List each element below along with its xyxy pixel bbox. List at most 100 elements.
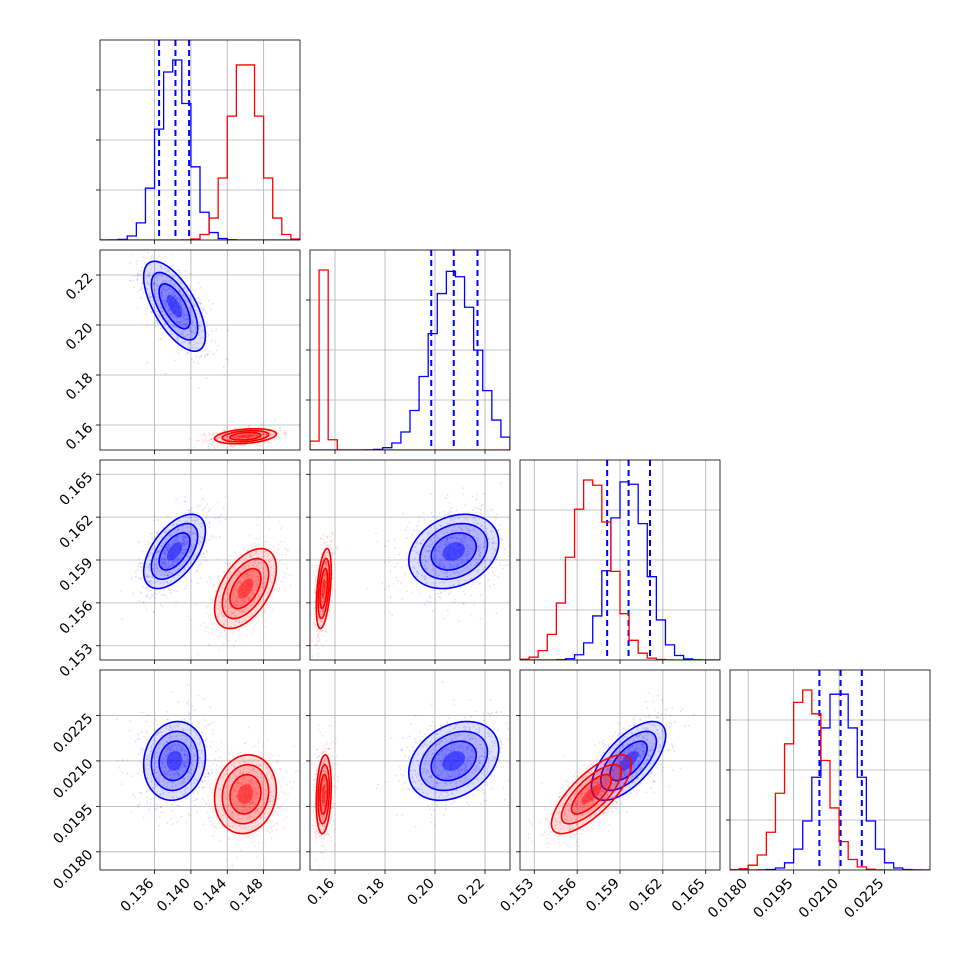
sample-point [102,228,104,230]
sample-point [128,280,131,282]
sample-point [225,610,228,613]
sample-point [469,525,472,528]
sample-point [237,435,240,438]
sample-point [178,301,181,304]
sample-point [186,529,189,532]
sample-point [467,552,470,555]
sample-point [153,514,156,517]
sample-point [314,588,317,591]
sample-point [430,543,433,546]
sample-point [239,435,242,438]
sample-point [152,256,155,259]
sample-point [146,280,149,283]
sample-point [464,555,467,558]
sample-point [462,493,465,496]
sample-point [179,289,182,292]
sample-point [175,297,178,300]
sample-point [431,609,434,612]
sample-point [230,445,232,448]
sample-point [457,583,460,586]
sample-point [219,437,222,440]
sample-point [170,548,173,551]
sample-point [255,551,258,554]
sample-point [476,542,479,545]
sample-point [195,355,198,358]
sample-point [246,579,249,582]
sample-point [262,432,265,435]
sample-point [189,307,191,310]
sample-point [429,601,431,604]
sample-point [128,729,131,732]
sample-point [232,436,235,439]
sample-point [243,434,246,437]
sample-point [145,287,148,290]
sample-point [167,270,170,273]
sample-point [159,560,162,562]
sample-point [421,559,424,562]
sample-point [243,573,246,576]
sample-point [152,272,155,275]
sample-point [204,438,207,440]
sample-point [204,520,207,522]
sample-point [225,637,228,640]
sample-point [250,615,252,618]
sample-point [167,292,170,295]
sample-point [499,537,502,539]
sample-point [264,573,267,576]
sample-point [252,434,255,436]
sample-point [191,288,194,291]
sample-point [172,539,175,542]
sample-point [423,603,426,606]
sample-point [312,618,315,621]
sample-point [177,269,180,272]
sample-point [416,561,419,564]
sample-point [451,530,454,533]
sample-point [172,297,174,299]
sample-point [494,517,497,519]
sample-point [507,554,510,557]
sample-point [205,580,208,583]
sample-point [445,538,448,541]
sample-point [223,583,225,585]
sample-point [279,433,282,436]
sample-point [483,566,486,569]
sample-point [259,431,262,434]
sample-point [188,296,191,298]
sample-point [140,244,142,246]
sample-point [191,519,194,522]
sample-point [164,566,167,569]
sample-point [250,582,253,584]
sample-point [175,337,178,340]
sample-point [164,561,167,564]
sample-point [136,274,139,277]
sample-point [202,552,205,555]
sample-point [176,529,179,532]
sample-point [234,427,236,429]
sample-point [166,711,168,713]
sample-point [401,598,404,601]
sample-point [206,353,209,356]
sample-point [155,581,157,584]
sample-point [476,533,479,536]
sample-point [167,546,170,549]
sample-point [439,570,442,572]
sample-point [408,521,411,524]
sample-point [476,537,479,540]
sample-point [242,584,245,587]
sample-point [171,691,173,693]
sample-point [169,565,172,567]
sample-point [301,429,303,431]
sample-point [329,544,332,547]
sample-point [157,339,159,341]
sample-point [170,302,173,305]
sample-point [185,314,188,317]
sample-point [167,543,169,546]
sample-point [465,552,467,555]
sample-point [171,333,174,335]
sample-point [228,604,231,607]
sample-point [218,536,221,539]
sample-point [154,321,157,324]
sample-point [233,603,236,606]
sample-point [238,590,241,593]
sample-point [414,556,417,559]
